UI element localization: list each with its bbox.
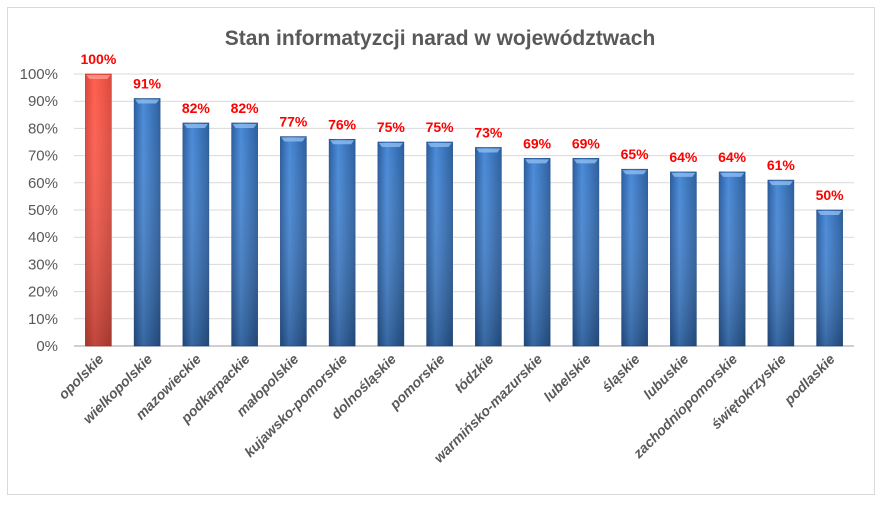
- bar-bevel: [281, 137, 306, 142]
- bar-shade: [377, 142, 404, 346]
- data-label: 75%: [426, 119, 455, 135]
- data-label: 76%: [328, 116, 357, 132]
- bar-bevel: [768, 181, 793, 186]
- bar-shade: [475, 147, 502, 346]
- bar-bevel: [135, 99, 160, 104]
- y-tick-label: 90%: [28, 93, 58, 110]
- bar-shade: [134, 98, 161, 346]
- data-label: 64%: [718, 149, 747, 165]
- bar-bevel: [183, 123, 208, 128]
- bar-shade: [182, 122, 209, 347]
- bar-bevel: [378, 143, 403, 147]
- y-tick-label: 100%: [20, 66, 58, 83]
- bar-bevel: [86, 75, 111, 79]
- bar-bevel: [573, 159, 598, 164]
- data-label: 50%: [816, 187, 845, 203]
- y-tick-label: 0%: [36, 338, 58, 355]
- bar-shade: [426, 142, 453, 346]
- bar-bevel: [232, 123, 257, 128]
- data-label: 69%: [523, 135, 552, 151]
- bar-shade: [670, 171, 697, 346]
- y-tick-label: 20%: [28, 284, 58, 301]
- data-label: 91%: [133, 75, 162, 91]
- y-tick-label: 30%: [28, 256, 58, 273]
- bar-bevel: [427, 143, 452, 147]
- bar-shade: [719, 171, 746, 346]
- bar-shade: [572, 158, 599, 346]
- data-label: 69%: [572, 135, 601, 151]
- data-label: 61%: [767, 157, 796, 173]
- bar-shade: [280, 136, 307, 346]
- chart-title: Stan informatyzcji narad w województwach: [225, 27, 656, 50]
- bar-bevel: [817, 211, 842, 215]
- y-tick-label: 50%: [28, 202, 58, 219]
- bar-bevel: [720, 172, 745, 177]
- bar-shade: [231, 122, 258, 347]
- bar-bevel: [525, 159, 550, 164]
- bar-shade: [816, 210, 843, 346]
- y-tick-label: 70%: [28, 148, 58, 165]
- y-tick-label: 40%: [28, 229, 58, 246]
- bar-shade: [524, 158, 551, 346]
- bar-shade: [85, 74, 112, 346]
- data-label: 100%: [80, 51, 116, 67]
- bar-bevel: [330, 140, 355, 145]
- bar-bevel: [671, 172, 696, 177]
- data-label: 77%: [279, 114, 308, 130]
- y-tick-label: 10%: [28, 311, 58, 328]
- data-label: 64%: [669, 149, 698, 165]
- bar-bevel: [476, 148, 501, 153]
- data-label: 75%: [377, 119, 406, 135]
- bar-shade: [767, 180, 794, 346]
- data-label: 73%: [474, 124, 503, 140]
- bar-shade: [329, 139, 356, 346]
- bar-shade: [621, 169, 648, 346]
- y-tick-label: 80%: [28, 120, 58, 137]
- bar-bevel: [622, 170, 647, 175]
- data-label: 65%: [621, 146, 650, 162]
- data-label: 82%: [182, 100, 211, 116]
- y-tick-label: 60%: [28, 175, 58, 192]
- data-label: 82%: [231, 100, 260, 116]
